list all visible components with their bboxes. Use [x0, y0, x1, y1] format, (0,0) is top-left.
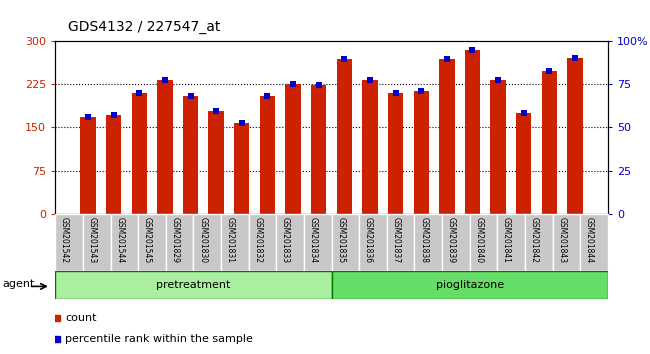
- Bar: [439, 59, 454, 214]
- Text: GSM201829: GSM201829: [170, 217, 179, 263]
- Text: GSM201835: GSM201835: [336, 217, 345, 263]
- Text: pretreatment: pretreatment: [156, 280, 231, 290]
- Bar: [285, 84, 301, 214]
- Bar: [55, 214, 83, 271]
- Text: GDS4132 / 227547_at: GDS4132 / 227547_at: [68, 19, 220, 34]
- Text: GSM201838: GSM201838: [419, 217, 428, 263]
- Bar: [304, 214, 332, 271]
- Bar: [111, 214, 138, 271]
- Bar: [332, 214, 359, 271]
- Bar: [311, 85, 326, 214]
- Bar: [337, 59, 352, 214]
- Text: GSM201834: GSM201834: [309, 217, 318, 263]
- Bar: [81, 117, 96, 214]
- Bar: [138, 214, 166, 271]
- Bar: [55, 271, 332, 299]
- Bar: [332, 271, 608, 299]
- Bar: [260, 96, 275, 214]
- Bar: [359, 214, 387, 271]
- Bar: [131, 93, 147, 214]
- Text: GSM201542: GSM201542: [60, 217, 69, 263]
- Bar: [221, 214, 248, 271]
- Text: GSM201837: GSM201837: [391, 217, 400, 263]
- Text: GSM201832: GSM201832: [254, 217, 263, 263]
- Bar: [415, 214, 442, 271]
- Bar: [83, 214, 111, 271]
- Bar: [194, 214, 221, 271]
- Bar: [552, 214, 580, 271]
- Bar: [234, 124, 250, 214]
- Bar: [166, 214, 194, 271]
- Bar: [387, 214, 415, 271]
- Bar: [580, 214, 608, 271]
- Bar: [276, 214, 304, 271]
- Bar: [516, 113, 532, 214]
- Bar: [248, 214, 276, 271]
- Text: GSM201839: GSM201839: [447, 217, 456, 263]
- Text: GSM201843: GSM201843: [557, 217, 566, 263]
- Bar: [157, 80, 173, 214]
- Bar: [388, 93, 403, 214]
- Text: GSM201836: GSM201836: [364, 217, 373, 263]
- Text: GSM201831: GSM201831: [226, 217, 235, 263]
- Bar: [525, 214, 552, 271]
- Bar: [106, 115, 122, 214]
- Bar: [567, 58, 582, 214]
- Bar: [469, 214, 497, 271]
- Text: GSM201833: GSM201833: [281, 217, 290, 263]
- Text: GSM201544: GSM201544: [115, 217, 124, 263]
- Text: count: count: [65, 313, 96, 323]
- Text: GSM201543: GSM201543: [88, 217, 97, 263]
- Bar: [465, 50, 480, 214]
- Bar: [490, 80, 506, 214]
- Bar: [183, 96, 198, 214]
- Text: GSM201842: GSM201842: [530, 217, 539, 263]
- Text: GSM201844: GSM201844: [585, 217, 594, 263]
- Text: percentile rank within the sample: percentile rank within the sample: [65, 334, 253, 344]
- Text: GSM201840: GSM201840: [474, 217, 484, 263]
- Bar: [497, 214, 525, 271]
- Bar: [209, 111, 224, 214]
- Bar: [541, 71, 557, 214]
- Bar: [442, 214, 469, 271]
- Bar: [413, 91, 429, 214]
- Text: GSM201841: GSM201841: [502, 217, 511, 263]
- Text: pioglitazone: pioglitazone: [436, 280, 504, 290]
- Text: GSM201830: GSM201830: [198, 217, 207, 263]
- Text: agent: agent: [3, 279, 35, 289]
- Bar: [362, 80, 378, 214]
- Text: GSM201545: GSM201545: [143, 217, 152, 263]
